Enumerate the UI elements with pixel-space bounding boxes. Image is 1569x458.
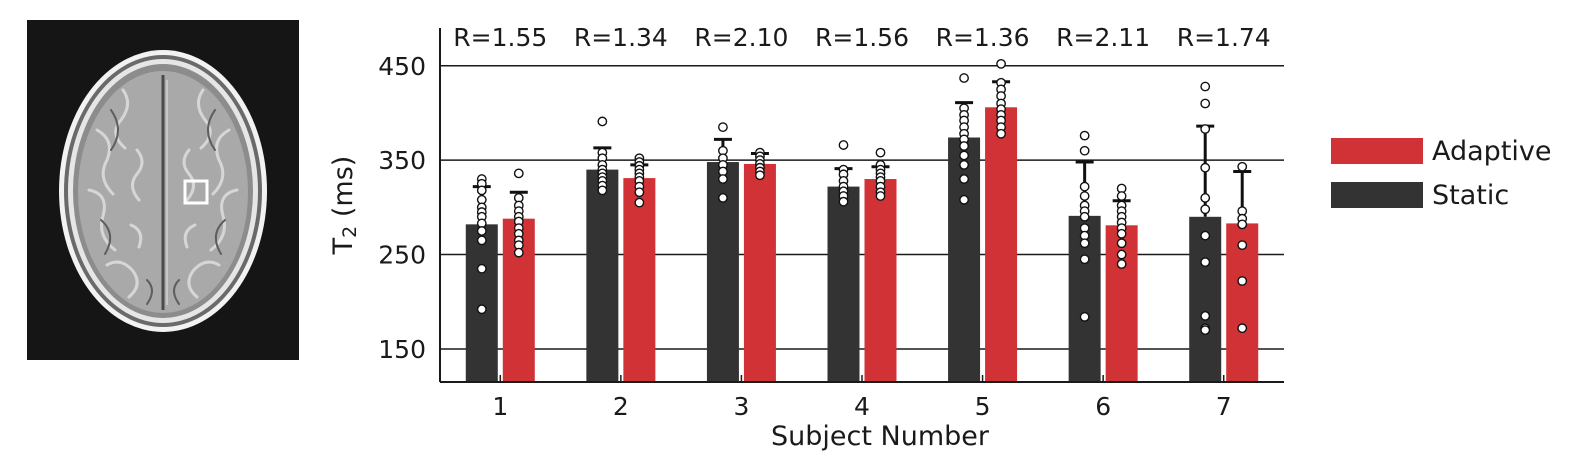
data-point [1079, 311, 1090, 322]
x-axis-label: Subject Number [771, 421, 990, 452]
data-point [1200, 124, 1211, 134]
y-axis-label: T2 (ms) [328, 156, 361, 256]
data-point [1079, 254, 1090, 265]
x-tick-label: 4 [854, 392, 870, 421]
data-point [1079, 211, 1090, 222]
data-point [513, 168, 524, 179]
data-point [1237, 276, 1248, 286]
data-point [838, 196, 849, 207]
legend-swatch-static [1331, 182, 1423, 208]
data-point [1200, 193, 1211, 203]
bar-static-2 [586, 169, 619, 382]
bar-adaptive-6 [1105, 225, 1138, 382]
data-point [634, 187, 645, 198]
data-point [838, 140, 849, 150]
data-point [959, 73, 969, 83]
data-point [1116, 259, 1127, 269]
x-tick-label: 3 [733, 392, 749, 421]
data-point [1116, 249, 1127, 260]
data-point [959, 159, 969, 170]
y-tick-label: 450 [378, 52, 426, 81]
data-point [597, 116, 608, 127]
ratio-label: R=1.56 [815, 23, 909, 52]
data-point [1200, 98, 1211, 109]
ratio-label: R=1.55 [453, 23, 547, 52]
data-point [718, 174, 728, 184]
x-tick-label: 7 [1216, 392, 1232, 421]
data-point [1237, 323, 1248, 334]
y-tick-label: 350 [378, 146, 426, 175]
data-point [1200, 162, 1211, 173]
data-point [476, 235, 487, 246]
roi-square-icon [183, 179, 209, 205]
ratio-labels: R=1.55 R=1.34 R=2.10 R=1.56 R=1.36 R=2.11 R=1.… [453, 23, 1270, 52]
data-point [513, 247, 524, 258]
data-point [476, 304, 487, 315]
data-point [718, 193, 728, 203]
data-point [1079, 238, 1090, 249]
data-point [1079, 181, 1090, 192]
data-point [1237, 161, 1248, 172]
x-tick-label: 2 [613, 392, 629, 421]
legend-label-static: Static [1432, 180, 1509, 211]
data-point [476, 185, 487, 196]
ratio-label: R=1.74 [1177, 23, 1271, 52]
bar-static-4 [827, 186, 860, 382]
ratio-label: R=2.11 [1056, 23, 1150, 52]
data-point [597, 185, 608, 196]
data-point [996, 128, 1006, 139]
bars [465, 80, 1259, 383]
bar-adaptive-5 [985, 107, 1018, 383]
data-point [1200, 81, 1211, 92]
data-point [476, 263, 487, 274]
grid-lines [440, 65, 1284, 350]
data-point [996, 58, 1006, 69]
data-point [476, 226, 487, 236]
data-point [1116, 191, 1127, 201]
brain-mri-image [27, 20, 299, 360]
data-point [1237, 219, 1248, 230]
data-point [1200, 204, 1211, 215]
data-point [1200, 311, 1211, 321]
x-tick-label: 5 [975, 392, 991, 421]
data-point [1200, 257, 1211, 268]
y-tick-label: 150 [378, 335, 426, 364]
legend-label-adaptive: Adaptive [1432, 136, 1552, 167]
data-point [1116, 228, 1127, 239]
bar-static-7 [1189, 216, 1222, 382]
data-point [959, 141, 969, 151]
y-tick-label: 250 [378, 241, 426, 270]
bar-adaptive-3 [743, 163, 776, 382]
data-point [1237, 240, 1248, 251]
data-point [959, 174, 969, 184]
bar-static-1 [465, 224, 498, 382]
data-point [959, 150, 969, 161]
data-point [1079, 145, 1090, 156]
bar-adaptive-2 [623, 178, 656, 382]
data-point [634, 197, 645, 208]
x-tick-label: 1 [492, 392, 508, 421]
legend: Adaptive Static [1331, 136, 1552, 211]
data-point [1116, 238, 1127, 249]
legend-swatch-adaptive [1331, 138, 1423, 164]
data-points [476, 58, 1248, 335]
ratio-label: R=2.10 [694, 23, 788, 52]
data-point [959, 194, 969, 205]
data-point [1200, 325, 1211, 335]
data-point [1200, 230, 1211, 241]
ratio-label: R=1.36 [936, 23, 1030, 52]
ratio-label: R=1.34 [574, 23, 668, 52]
bar-adaptive-4 [864, 179, 897, 382]
data-point [755, 170, 765, 181]
x-tick-label: 6 [1095, 392, 1111, 421]
data-point [875, 147, 886, 158]
data-point [1079, 130, 1090, 141]
axes: 150 250 350 450 1 2 3 4 5 6 7 [378, 28, 1284, 421]
data-point [875, 191, 886, 201]
data-point [1079, 191, 1090, 201]
data-point [718, 122, 728, 133]
